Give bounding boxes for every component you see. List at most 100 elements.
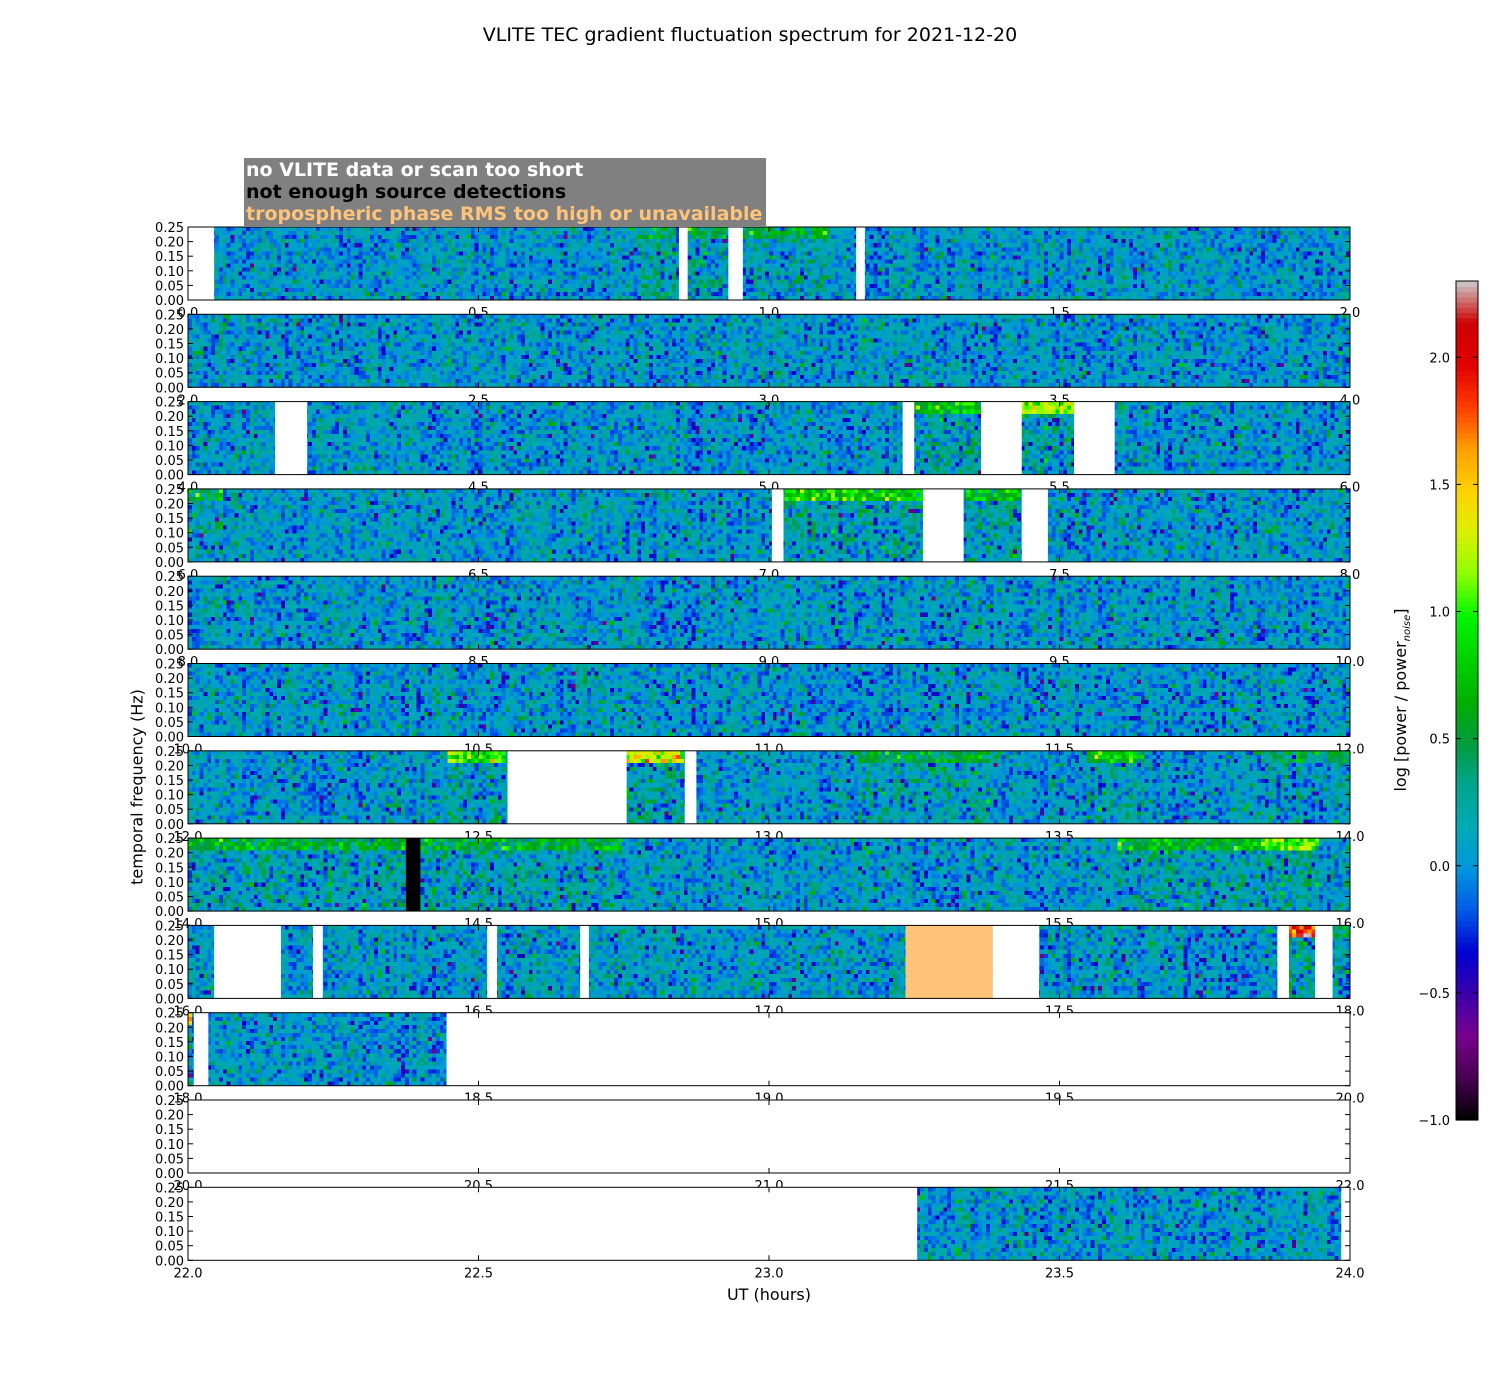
x-axis-label: UT (hours) <box>726 1285 812 1304</box>
colorbar-step-112 <box>1456 527 1478 534</box>
y-tick-label-3-5: 0.25 <box>155 483 184 498</box>
colorbar-step-37 <box>1456 920 1478 927</box>
colorbar-step-53 <box>1456 836 1478 843</box>
y-tick-label-0-3: 0.15 <box>155 250 184 265</box>
colorbar-step-123 <box>1456 469 1478 476</box>
colorbar-step-67 <box>1456 763 1478 770</box>
colorbar-step-128 <box>1456 443 1478 450</box>
y-tick-label-6-2: 0.10 <box>155 789 184 804</box>
y-tick-label-1-5: 0.25 <box>155 308 184 323</box>
colorbar-step-20 <box>1456 1009 1478 1016</box>
colorbar-step-81 <box>1456 690 1478 696</box>
panel-11: 0.000.050.100.150.200.25 22.0 22.5 23.0 23.5… <box>155 1181 1364 1281</box>
y-tick-label-2-4: 0.20 <box>155 410 184 425</box>
heatmap-panel-2-cells <box>188 401 1350 475</box>
colorbar-step-87 <box>1456 658 1478 665</box>
colorbar-step-92 <box>1456 632 1478 639</box>
gap-no-data-0-0 <box>188 227 215 300</box>
colorbar-step-91 <box>1456 637 1478 644</box>
y-axis-label: temporal frequency (Hz) <box>127 689 147 885</box>
y-tick-label-6-0: 0.00 <box>155 818 184 833</box>
gap-no-data-8-2 <box>487 925 498 999</box>
colorbar-step-89 <box>1456 648 1478 654</box>
colorbar-step-125 <box>1456 459 1478 466</box>
y-tick-label-5-1: 0.05 <box>155 716 184 731</box>
colorbar-tick-label-0: −1.0 <box>1418 1114 1450 1129</box>
heatmap-panel-7-cells <box>188 838 1350 912</box>
y-tick-label-8-3: 0.15 <box>155 949 184 964</box>
y-tick-label-9-1: 0.05 <box>155 1065 184 1080</box>
colorbar-step-2 <box>1456 1104 1478 1111</box>
colorbar-step-35 <box>1456 931 1478 938</box>
y-tick-label-4-3: 0.15 <box>155 599 184 614</box>
panel-4: 0.000.050.100.150.200.258.0 8.5 9.0 9.5 10.0 <box>155 570 1364 670</box>
heatmap-panel-4-cells <box>188 576 1350 650</box>
colorbar-step-64 <box>1456 779 1478 785</box>
x-tick-label-11-4: 24.0 <box>1336 1266 1365 1281</box>
colorbar-step-141 <box>1456 375 1478 382</box>
y-tick-label-9-0: 0.00 <box>155 1080 184 1095</box>
colorbar-step-90 <box>1456 642 1478 649</box>
colorbar-step-143 <box>1456 364 1478 371</box>
y-tick-label-10-1: 0.05 <box>155 1152 184 1167</box>
y-tick-label-1-3: 0.15 <box>155 338 184 353</box>
y-tick-label-2-5: 0.25 <box>155 396 184 411</box>
heatmap-panel-6-cells <box>188 750 1350 824</box>
y-tick-label-5-3: 0.15 <box>155 687 184 702</box>
colorbar-step-9 <box>1456 1067 1478 1074</box>
y-tick-label-3-1: 0.05 <box>155 541 184 556</box>
colorbar-step-133 <box>1456 417 1478 424</box>
gap-no-data-8-0 <box>214 925 281 999</box>
colorbar-step-130 <box>1456 433 1478 439</box>
heatmap-panel-1-cells <box>188 314 1350 388</box>
colorbar-step-135 <box>1456 406 1478 413</box>
colorbar-step-144 <box>1456 359 1478 366</box>
colorbar-step-18 <box>1456 1020 1478 1027</box>
heatmap-panel-0-cells <box>188 227 1350 300</box>
y-tick-label-10-2: 0.10 <box>155 1138 184 1153</box>
legend-item-tropo-rms: tropospheric phase RMS too high or unava… <box>246 203 763 225</box>
y-tick-label-2-1: 0.05 <box>155 454 184 469</box>
colorbar-step-136 <box>1456 401 1478 408</box>
colorbar-step-137 <box>1456 396 1478 403</box>
colorbar-step-82 <box>1456 684 1478 691</box>
colorbar-step-49 <box>1456 857 1478 864</box>
y-tick-label-11-2: 0.10 <box>155 1225 184 1240</box>
colorbar-step-74 <box>1456 726 1478 733</box>
y-tick-label-9-5: 0.25 <box>155 1007 184 1022</box>
gap-no-detections-7-0 <box>405 838 421 912</box>
colorbar-step-147 <box>1456 343 1478 350</box>
colorbar-step-55 <box>1456 826 1478 833</box>
colorbar-step-127 <box>1456 448 1478 455</box>
colorbar-step-65 <box>1456 773 1478 780</box>
x-tick-label-11-0: 22.0 <box>174 1266 203 1281</box>
y-tick-label-11-4: 0.20 <box>155 1196 184 1211</box>
colorbar-step-114 <box>1456 516 1478 523</box>
gap-no-data-9-0 <box>193 1012 209 1086</box>
y-tick-label-1-2: 0.10 <box>155 352 184 367</box>
y-tick-label-2-3: 0.15 <box>155 425 184 440</box>
colorbar-step-54 <box>1456 831 1478 838</box>
heatmap-panel-3-cells <box>188 488 1350 562</box>
colorbar-step-25 <box>1456 983 1478 990</box>
colorbar-step-157 <box>1456 291 1478 298</box>
panel-3: 0.000.050.100.150.200.256.0 6.5 7.0 7.5 8.0 <box>155 483 1360 583</box>
y-tick-label-11-1: 0.05 <box>155 1240 184 1255</box>
colorbar-step-151 <box>1456 322 1478 329</box>
colorbar-step-56 <box>1456 821 1478 827</box>
colorbar-step-32 <box>1456 946 1478 953</box>
colorbar-step-57 <box>1456 815 1478 822</box>
panel-1: 0.000.050.100.150.200.252.0 2.5 3.0 3.5 4.0 <box>155 308 1360 408</box>
colorbar-step-66 <box>1456 768 1478 775</box>
y-tick-label-0-5: 0.25 <box>155 221 184 236</box>
legend-item-no-detections: not enough source detections <box>246 181 567 203</box>
y-tick-label-5-4: 0.20 <box>155 672 184 687</box>
y-tick-label-11-5: 0.25 <box>155 1181 184 1196</box>
colorbar-step-153 <box>1456 312 1478 319</box>
colorbar-step-97 <box>1456 606 1478 612</box>
colorbar-step-107 <box>1456 553 1478 560</box>
y-tick-label-5-5: 0.25 <box>155 658 184 673</box>
